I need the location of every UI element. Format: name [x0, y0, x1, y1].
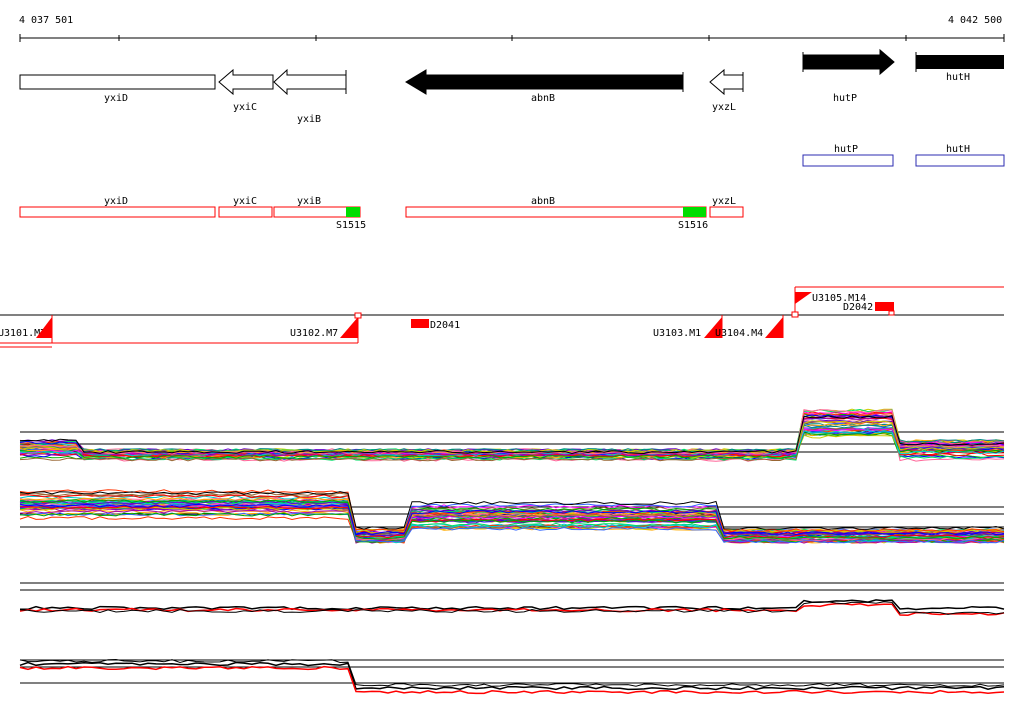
- gene-yxiC-label: yxiC: [233, 102, 257, 113]
- expression-panel-1: [19, 408, 1005, 462]
- gene-hutP-label: hutP: [833, 93, 857, 104]
- expression-panel-1-profile: [19, 431, 1005, 459]
- red-abnB-label: abnB: [531, 196, 555, 207]
- gene-hutH-bar[interactable]: [916, 55, 1004, 69]
- blue-hutH-box[interactable]: [915, 154, 1005, 167]
- red-yxiC-box[interactable]: [218, 206, 273, 218]
- expression-panel-2-profile: [19, 503, 1005, 544]
- segment-u3105-flag[interactable]: [795, 292, 812, 304]
- expression-panel-1-profile: [19, 420, 1005, 453]
- blue-transcript-track: hutP hutH: [802, 144, 1005, 167]
- gene-annotation-track: yxiD yxiC yxiB abnB yxzL hutP hutH: [19, 48, 1004, 125]
- segment-track: U3101.M7 U3102.M7 D2041 U3103.M1 U3104.M…: [0, 286, 1004, 348]
- blue-hutP-box[interactable]: [802, 154, 894, 167]
- segment-left-m7-flag[interactable]: [36, 317, 52, 338]
- gene-yxiB-arrow[interactable]: [273, 68, 347, 96]
- expression-panel-2-profile: [19, 503, 1005, 536]
- gene-yxzL-arrow[interactable]: [709, 68, 744, 96]
- red-yxiB-label: yxiB: [297, 196, 321, 207]
- segment-left-m7-label: U3101.M7: [0, 328, 46, 339]
- expression-panel-3: [19, 582, 1005, 616]
- segment-u3104-label: U3104.M4: [715, 328, 763, 339]
- expression-panel-3-profile: [19, 603, 1005, 616]
- expression-panel-3-profile: [19, 601, 1005, 615]
- red-transcript-track: yxiD yxiC yxiB S1515 abnB S1516 yxzL: [19, 196, 744, 231]
- gene-hutH-label: hutH: [946, 72, 970, 83]
- expression-panel-2-profile: [19, 512, 1005, 543]
- ruler-start-label: 4 037 501: [19, 15, 73, 26]
- segment-u3103-flag[interactable]: [704, 317, 722, 338]
- site-s1516-marker[interactable]: [683, 207, 706, 217]
- expression-panel-4-profile: [19, 661, 1005, 691]
- expression-panel-2: [19, 489, 1005, 544]
- red-yxiC-label: yxiC: [233, 196, 257, 207]
- segment-u3105-handle[interactable]: [791, 311, 799, 318]
- blue-hutP-label: hutP: [834, 144, 858, 155]
- segment-u3102-label: U3102.M7: [290, 328, 338, 339]
- red-abnB-box[interactable]: [405, 206, 707, 218]
- segment-d2042-marker[interactable]: [875, 302, 894, 311]
- segment-d2042-label: D2042: [843, 302, 873, 313]
- expression-panel-4: [19, 658, 1005, 695]
- blue-hutH-label: hutH: [946, 144, 970, 155]
- gene-hutP-arrow[interactable]: [802, 48, 895, 76]
- expression-panel-2-profile: [19, 491, 1005, 530]
- expression-panel-2-profile: [19, 499, 1005, 540]
- expression-panel-4-profile: [19, 665, 1005, 695]
- expression-panel-3-profile: [20, 599, 1005, 611]
- site-s1516-label: S1516: [678, 220, 708, 231]
- gene-abnB-label: abnB: [531, 93, 555, 104]
- segment-u3103-label: U3103.M1: [653, 328, 701, 339]
- red-yxzL-box[interactable]: [709, 206, 744, 218]
- site-s1515-label: S1515: [336, 220, 366, 231]
- gene-yxiC-arrow[interactable]: [218, 68, 274, 96]
- segment-d2041-label: D2041: [430, 320, 460, 331]
- red-yxiD-label: yxiD: [104, 196, 128, 207]
- segment-d2041-marker[interactable]: [411, 319, 429, 328]
- ruler-end-label: 4 042 500: [948, 15, 1002, 26]
- gene-yxiD-label: yxiD: [104, 93, 128, 104]
- gene-abnB-arrow[interactable]: [405, 69, 684, 95]
- segment-u3104-flag[interactable]: [765, 317, 783, 338]
- coordinate-ruler: 4 037 501 4 042 500: [19, 15, 1005, 42]
- segment-d2042-handle[interactable]: [888, 310, 895, 316]
- site-s1515-marker[interactable]: [346, 207, 360, 217]
- expression-panel-1-profile: [19, 415, 1005, 457]
- segment-u3102-flag[interactable]: [340, 317, 358, 338]
- gene-yxiB-label: yxiB: [297, 114, 321, 125]
- red-yxzL-label: yxzL: [712, 196, 736, 207]
- gene-yxiD[interactable]: [19, 74, 216, 90]
- expression-panel-4-profile: [19, 658, 1005, 688]
- segment-u3102-handle[interactable]: [354, 312, 362, 319]
- expression-panel-1-profile: [19, 414, 1005, 455]
- expression-panel-1-profile: [19, 427, 1005, 462]
- segment-u3105-label: U3105.M14: [812, 293, 866, 304]
- gene-yxzL-label: yxzL: [712, 102, 736, 113]
- red-yxiD-box[interactable]: [19, 206, 216, 218]
